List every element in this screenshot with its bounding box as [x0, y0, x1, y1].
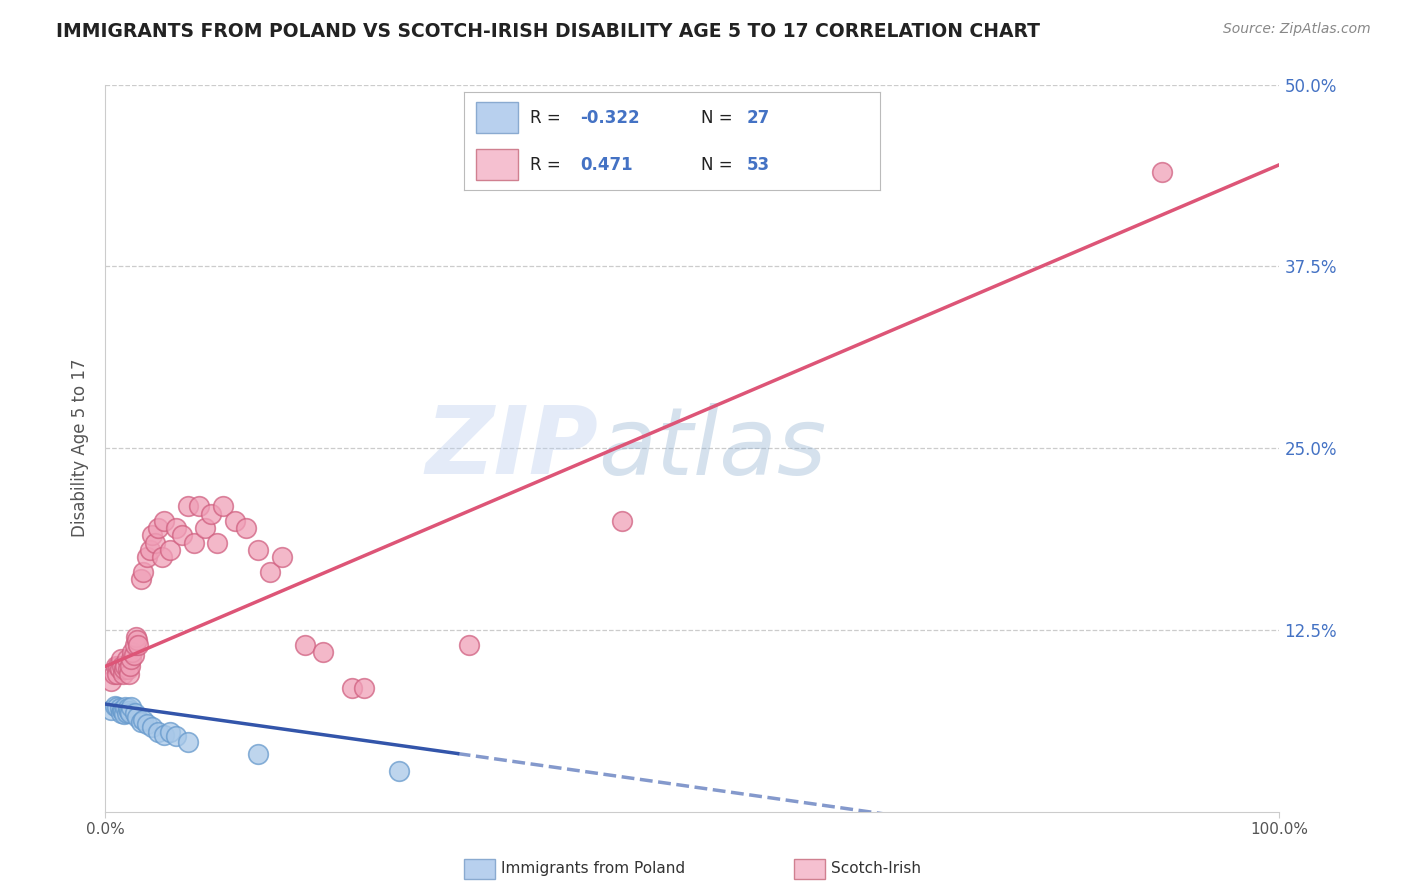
Text: Immigrants from Poland: Immigrants from Poland — [501, 862, 685, 876]
Point — [353, 681, 375, 695]
Point — [120, 652, 142, 666]
Point — [165, 521, 187, 535]
Point — [259, 565, 281, 579]
Point — [165, 729, 187, 743]
Point — [118, 666, 141, 681]
Point — [150, 550, 173, 565]
Point — [121, 645, 143, 659]
Point — [117, 701, 139, 715]
Point — [247, 543, 270, 558]
Point — [112, 662, 135, 676]
Point — [153, 514, 176, 528]
Point — [112, 707, 135, 722]
Point — [270, 550, 292, 565]
Point — [235, 521, 257, 535]
Point — [159, 543, 181, 558]
Point — [148, 521, 170, 535]
Point — [141, 528, 163, 542]
Point — [110, 706, 132, 720]
Text: Scotch-Irish: Scotch-Irish — [831, 862, 921, 876]
Point — [170, 528, 193, 542]
Point — [176, 500, 198, 514]
Point — [111, 703, 134, 717]
Point — [1150, 165, 1173, 179]
Point — [118, 705, 141, 719]
Point — [111, 659, 134, 673]
Point — [176, 735, 198, 749]
Point — [211, 500, 233, 514]
Point — [127, 710, 149, 724]
Text: IMMIGRANTS FROM POLAND VS SCOTCH-IRISH DISABILITY AGE 5 TO 17 CORRELATION CHART: IMMIGRANTS FROM POLAND VS SCOTCH-IRISH D… — [56, 22, 1040, 41]
Point — [122, 648, 145, 662]
Point — [188, 500, 211, 514]
Point — [120, 659, 142, 673]
Point — [143, 535, 166, 549]
Point — [114, 700, 136, 714]
Point — [200, 507, 222, 521]
Point — [141, 720, 163, 734]
Point — [388, 764, 411, 778]
Point — [114, 659, 136, 673]
Point — [120, 700, 142, 714]
Point — [108, 701, 131, 715]
Point — [110, 652, 132, 666]
Point — [135, 550, 157, 565]
Point — [129, 572, 152, 586]
Point — [183, 535, 205, 549]
Point — [124, 706, 146, 720]
Point — [127, 633, 149, 648]
Point — [115, 652, 138, 666]
Point — [124, 638, 146, 652]
Text: Source: ZipAtlas.com: Source: ZipAtlas.com — [1223, 22, 1371, 37]
Point — [205, 535, 228, 549]
Point — [105, 659, 128, 673]
Point — [129, 714, 152, 729]
Text: ZIP: ZIP — [426, 402, 599, 494]
Point — [194, 521, 217, 535]
Point — [107, 659, 129, 673]
Point — [458, 638, 481, 652]
Point — [610, 514, 633, 528]
Point — [105, 666, 128, 681]
Point — [100, 673, 122, 688]
Point — [108, 662, 131, 676]
Point — [112, 666, 135, 681]
Point — [340, 681, 363, 695]
Point — [139, 543, 162, 558]
Point — [105, 700, 128, 714]
Point — [132, 713, 155, 727]
Point — [247, 747, 270, 761]
Point — [112, 705, 135, 719]
Point — [120, 706, 142, 720]
Point — [294, 638, 316, 652]
Point — [104, 698, 127, 713]
Point — [117, 662, 139, 676]
Point — [125, 630, 148, 644]
Point — [148, 724, 170, 739]
Point — [115, 706, 138, 720]
Point — [224, 514, 246, 528]
Point — [135, 717, 157, 731]
Text: atlas: atlas — [599, 402, 827, 494]
Point — [132, 565, 155, 579]
Point — [311, 645, 333, 659]
Point — [127, 638, 149, 652]
Point — [103, 666, 125, 681]
Point — [153, 728, 176, 742]
Y-axis label: Disability Age 5 to 17: Disability Age 5 to 17 — [72, 359, 90, 538]
Point — [100, 703, 122, 717]
Point — [159, 724, 181, 739]
